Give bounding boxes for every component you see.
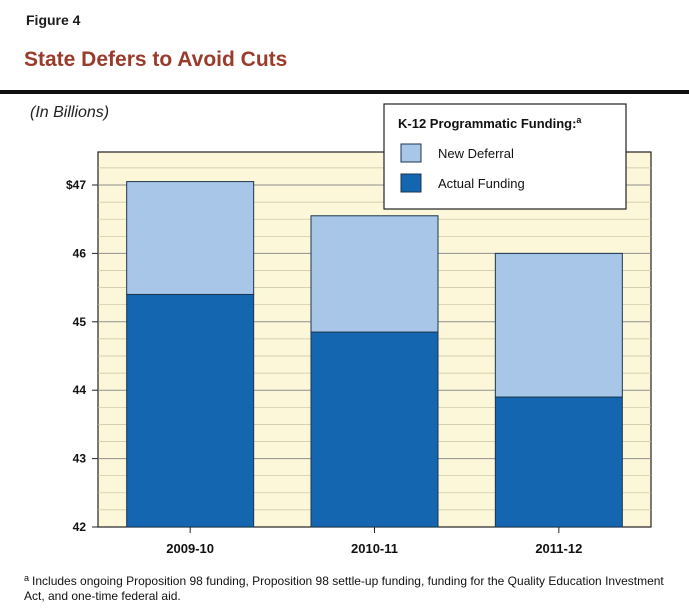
legend-swatch-actual-funding [400,173,422,193]
legend-swatch-new-deferral [400,143,422,163]
y-tick-label: 43 [73,452,87,466]
bar-new-deferral [494,252,623,398]
x-tick-label: 2009-10 [166,541,214,556]
legend-title: K-12 Programmatic Funding:a [398,115,582,131]
bar-new-deferral [310,215,439,333]
units-label: (In Billions) [30,104,110,121]
legend-box [383,103,627,210]
y-tick-label: 44 [73,383,87,397]
footnote: a Includes ongoing Proposition 98 funding… [24,571,664,604]
bar-new-deferral [126,181,255,295]
chart-title: State Defers to Avoid Cuts [24,48,288,71]
y-tick-label: 42 [73,520,87,534]
footnote-text: Includes ongoing Proposition 98 funding,… [24,574,664,603]
legend-title-marker: a [576,115,582,125]
y-tick-label: 45 [73,315,87,329]
legend-label-actual-funding: Actual Funding [438,176,525,191]
y-tick-label: $47 [66,178,86,192]
bar-actual-funding [494,396,623,528]
title-rule [0,90,689,94]
footnote-marker: a [24,573,30,583]
bar-actual-funding [126,293,255,528]
figure-label: Figure 4 [26,12,81,28]
x-tick-label: 2011-12 [535,541,582,556]
chart-area: 42 43 44 45 46 $47 2009-10 2010-11 2011-12 K-12 P… [66,103,652,556]
legend-label-new-deferral: New Deferral [438,146,514,161]
x-tick-label: 2010-11 [351,541,398,556]
y-tick-label: 46 [73,246,87,260]
bar-actual-funding [310,331,439,528]
